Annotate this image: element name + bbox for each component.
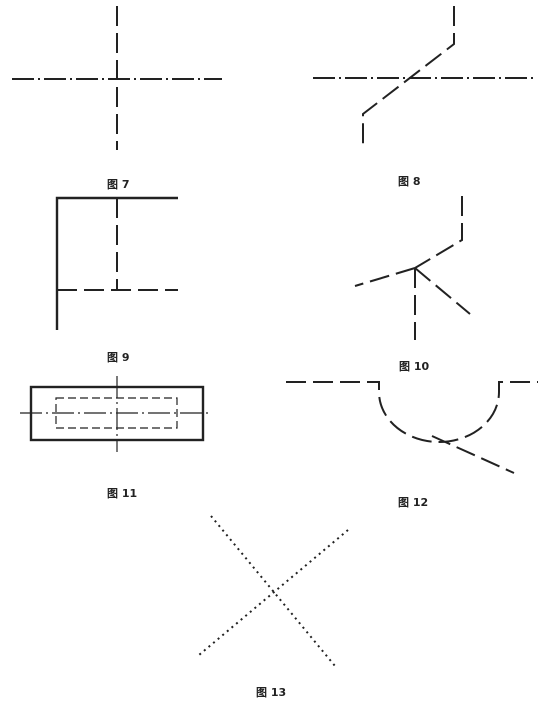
fig11-caption: 图 11 (107, 487, 138, 500)
fig12-diagonal-line (431, 435, 515, 474)
fig12-caption: 图 12 (398, 496, 429, 509)
figure-9 (55, 196, 178, 330)
fig13-caption: 图 13 (256, 686, 287, 699)
figure-8 (313, 6, 534, 150)
fig10-left-branch (354, 267, 416, 287)
fig10-upper-branch (414, 196, 463, 269)
figure-7 (12, 6, 222, 150)
fig13-diagonal-line-1 (210, 515, 336, 667)
fig8-caption: 图 8 (398, 175, 421, 188)
fig8-jog-line (362, 6, 455, 150)
fig9-solid-corner (55, 196, 178, 330)
fig10-caption: 图 10 (399, 360, 430, 373)
figure-11 (20, 376, 212, 452)
fig7-caption: 图 7 (107, 178, 130, 191)
fig9-caption: 图 9 (107, 351, 130, 364)
figure-12 (286, 381, 538, 474)
fig10-diagonal-branch (414, 267, 471, 315)
fig12-notched-line (286, 381, 538, 443)
figure-13 (198, 515, 349, 667)
figure-10 (354, 196, 471, 340)
fig13-diagonal-line-2 (198, 529, 349, 656)
